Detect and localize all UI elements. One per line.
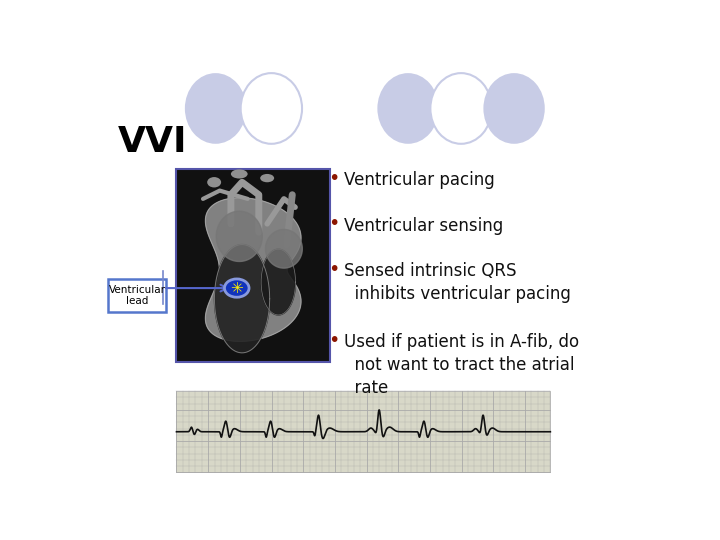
Text: Ventricular
lead: Ventricular lead <box>109 285 166 306</box>
Polygon shape <box>216 211 262 261</box>
Ellipse shape <box>240 73 302 144</box>
Text: Sensed intrinsic QRS
  inhibits ventricular pacing: Sensed intrinsic QRS inhibits ventricula… <box>344 262 571 303</box>
Text: Used if patient is in A-fib, do
  not want to tract the atrial
  rate: Used if patient is in A-fib, do not want… <box>344 333 579 397</box>
Text: ✳: ✳ <box>230 281 243 295</box>
Ellipse shape <box>431 73 492 144</box>
FancyBboxPatch shape <box>176 391 550 472</box>
Text: VVI: VVI <box>118 125 187 159</box>
Polygon shape <box>215 245 270 353</box>
Polygon shape <box>266 230 302 268</box>
Text: Ventricular sensing: Ventricular sensing <box>344 217 503 234</box>
Ellipse shape <box>260 174 274 183</box>
Polygon shape <box>205 198 301 341</box>
FancyBboxPatch shape <box>176 168 330 362</box>
Text: •: • <box>328 214 339 233</box>
Polygon shape <box>261 249 295 315</box>
Ellipse shape <box>231 170 248 179</box>
FancyBboxPatch shape <box>109 279 166 312</box>
Ellipse shape <box>483 73 545 144</box>
Ellipse shape <box>377 73 438 144</box>
Ellipse shape <box>207 177 221 187</box>
Text: •: • <box>328 168 339 188</box>
Text: •: • <box>328 260 339 279</box>
Circle shape <box>225 279 249 297</box>
Text: •: • <box>328 331 339 350</box>
Text: Ventricular pacing: Ventricular pacing <box>344 171 495 189</box>
Ellipse shape <box>185 73 246 144</box>
